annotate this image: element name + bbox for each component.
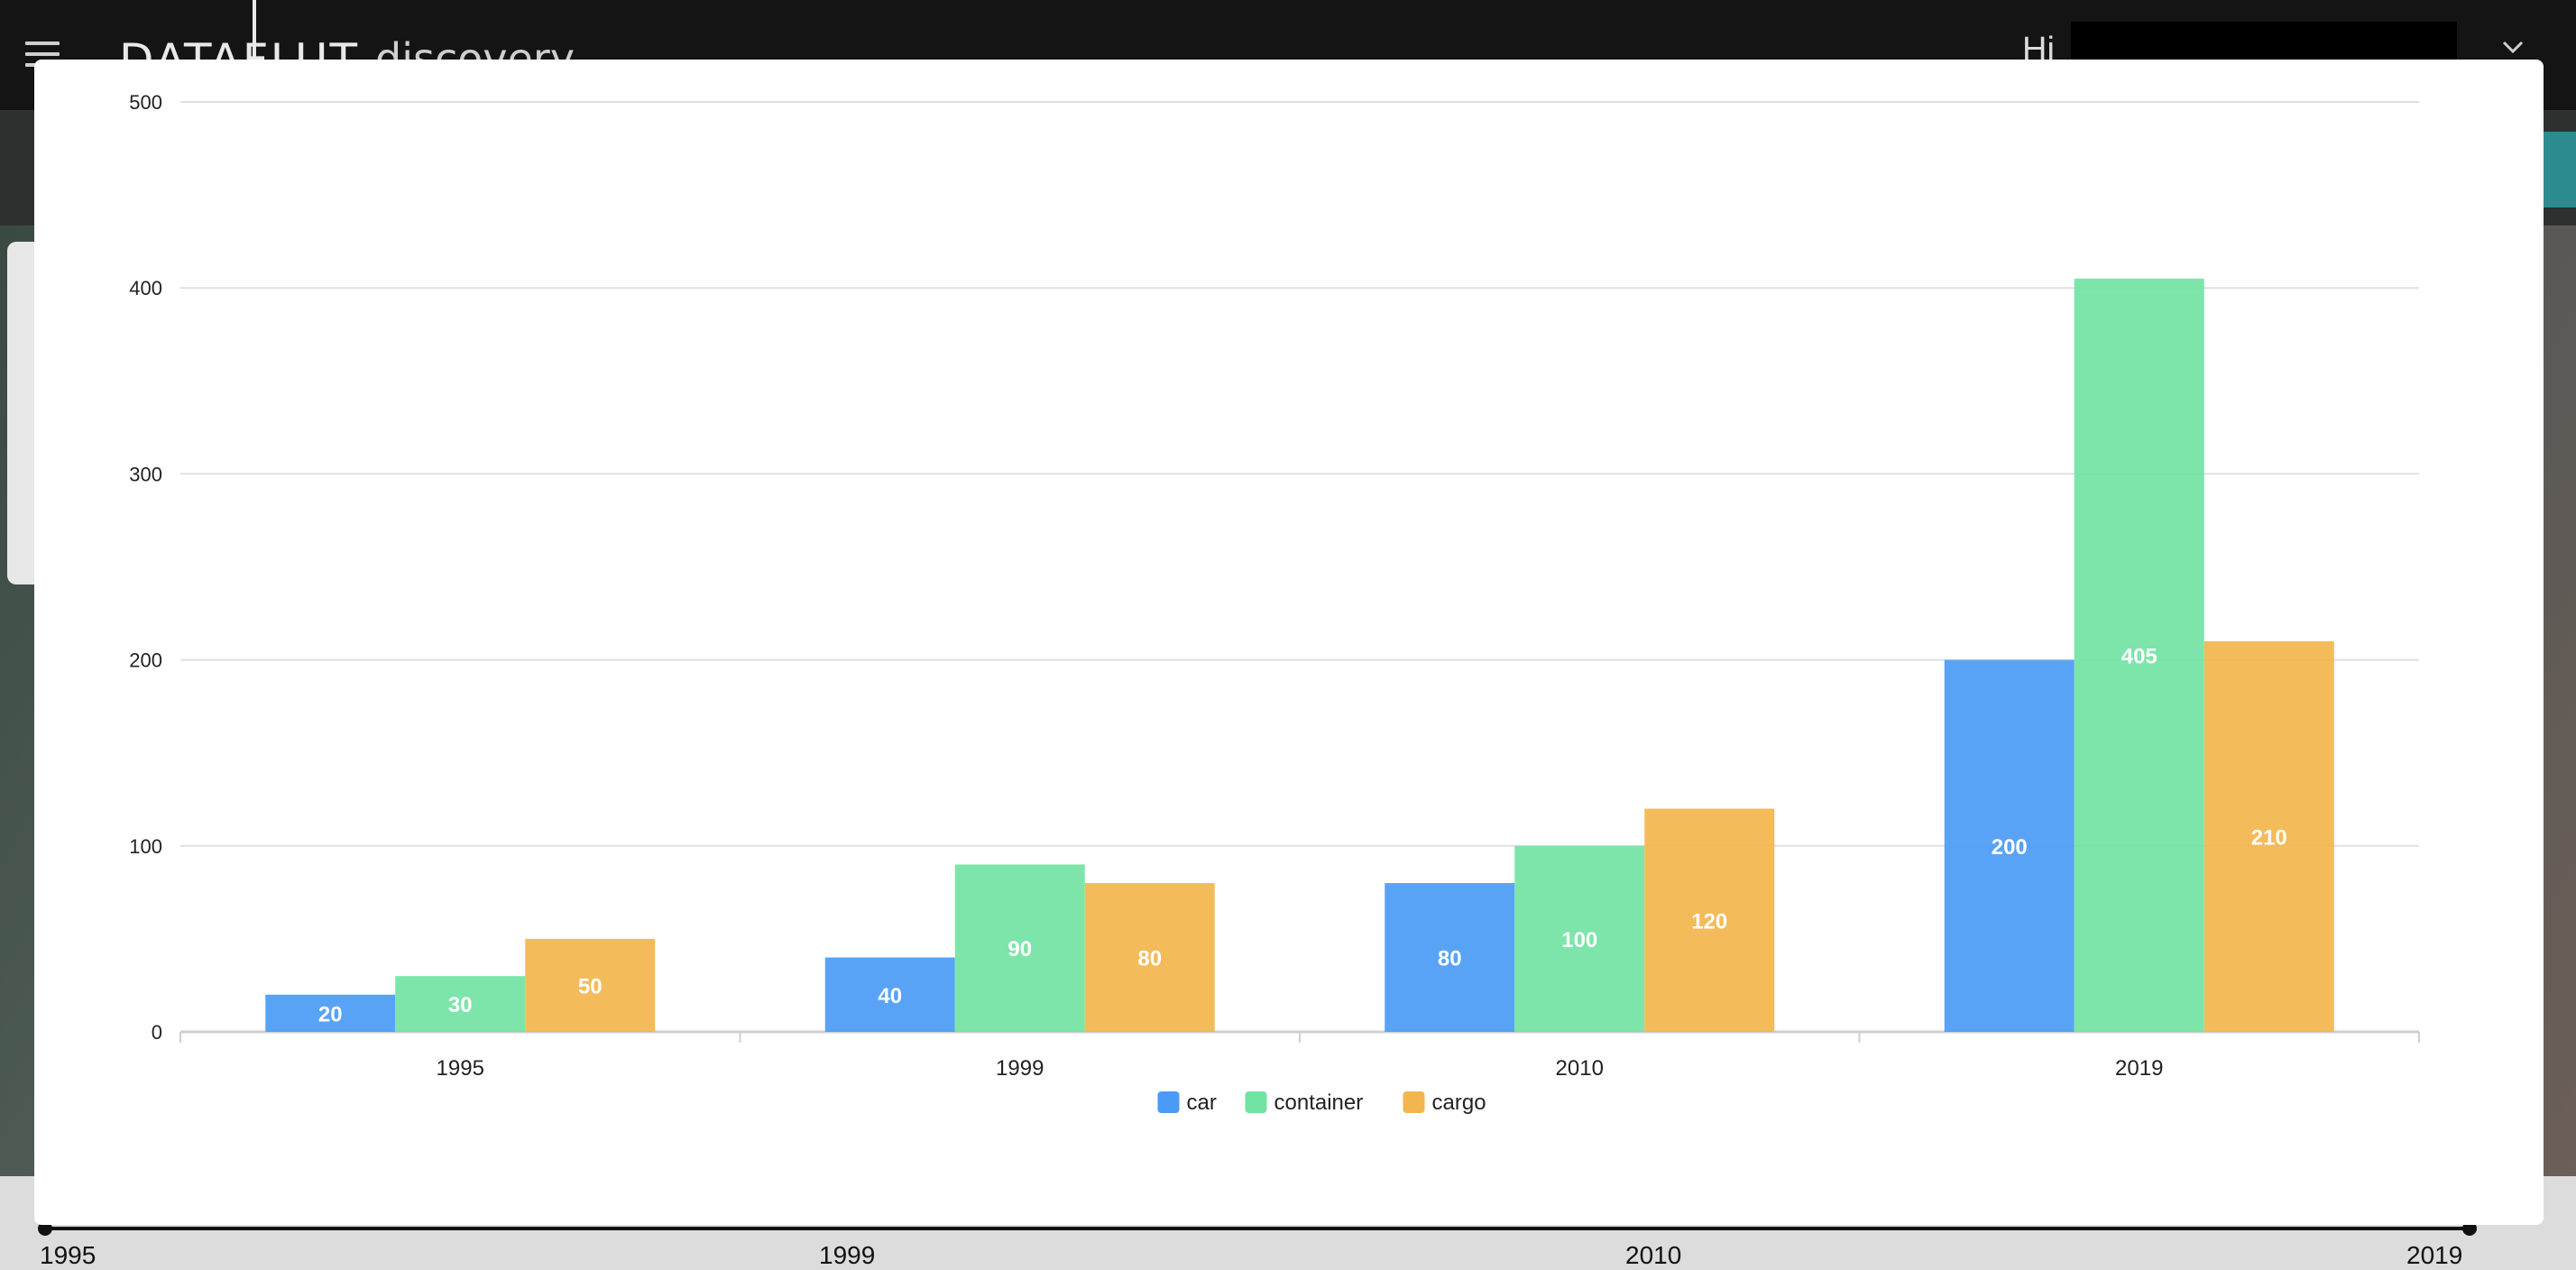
x-tick-label: 2010 (1556, 1056, 1604, 1081)
bar-value-label: 40 (878, 984, 902, 1008)
chevron-down-icon[interactable] (2498, 32, 2527, 61)
bar-car-2019[interactable] (1944, 659, 2075, 1032)
chart-modal: 0 100 200 300 400 500 20 30 50 1995 40 90 80 1999 80 10… (34, 60, 2544, 1225)
side-panel-tab[interactable] (7, 242, 34, 584)
x-tick-label: 1999 (996, 1056, 1044, 1081)
bar-value-label: 50 (578, 974, 603, 999)
bar-container-2010[interactable] (1514, 845, 1645, 1032)
timeline-label: 1995 (40, 1241, 97, 1269)
bar-value-label: 405 (2121, 644, 2157, 668)
bar-value-label: 20 (318, 1002, 343, 1026)
bar-value-label: 210 (2251, 825, 2287, 850)
bar-container-1995[interactable] (395, 976, 526, 1032)
bar-cargo-1995[interactable] (525, 938, 656, 1032)
timeline-label: 2010 (1625, 1241, 1682, 1269)
x-tick-label: 1995 (437, 1056, 484, 1081)
y-tick-label: 300 (129, 463, 162, 485)
bar-cargo-2019[interactable] (2203, 640, 2334, 1032)
y-tick-label: 100 (129, 835, 162, 858)
bar-car-1995[interactable] (265, 994, 396, 1032)
y-tick-label: 200 (129, 649, 162, 672)
timeline-label: 1999 (819, 1241, 876, 1269)
x-tick-label: 2019 (2115, 1056, 2163, 1081)
bar-value-label: 100 (1561, 928, 1597, 952)
logo-mark (253, 0, 256, 58)
timeline-label: 2019 (2406, 1241, 2463, 1269)
legend-label-cargo[interactable]: cargo (1432, 1091, 1486, 1115)
bar-cargo-1999[interactable] (1084, 883, 1215, 1032)
legend-swatch-cargo[interactable] (1403, 1091, 1425, 1113)
bar-value-label: 200 (1992, 835, 2028, 860)
y-tick-label: 500 (129, 91, 162, 114)
bar-value-label: 90 (1007, 937, 1032, 962)
bar-container-1999[interactable] (954, 864, 1085, 1032)
legend-label-container[interactable]: container (1274, 1091, 1364, 1115)
bar-value-label: 80 (1137, 947, 1162, 971)
legend-swatch-container[interactable] (1245, 1091, 1267, 1113)
timeline-handle-start[interactable] (38, 1221, 52, 1236)
timeline-track[interactable] (43, 1227, 2470, 1230)
bar-chart: 0 100 200 300 400 500 20 30 50 1995 40 90 80 1999 80 10… (129, 91, 2420, 1115)
bar-value-label: 80 (1438, 947, 1462, 971)
bar-cargo-2010[interactable] (1644, 808, 1775, 1032)
timeline-handle-end[interactable] (2462, 1221, 2477, 1236)
legend-swatch-car[interactable] (1157, 1091, 1180, 1113)
bar-value-label: 30 (448, 993, 473, 1017)
y-tick-label: 400 (129, 277, 162, 299)
bar-value-label: 120 (1691, 909, 1727, 934)
bar-car-2010[interactable] (1385, 883, 1515, 1032)
bar-car-1999[interactable] (824, 957, 955, 1032)
y-tick-label: 0 (152, 1021, 162, 1044)
bar-container-2019[interactable] (2074, 278, 2204, 1032)
legend-label-car[interactable]: car (1187, 1091, 1217, 1115)
